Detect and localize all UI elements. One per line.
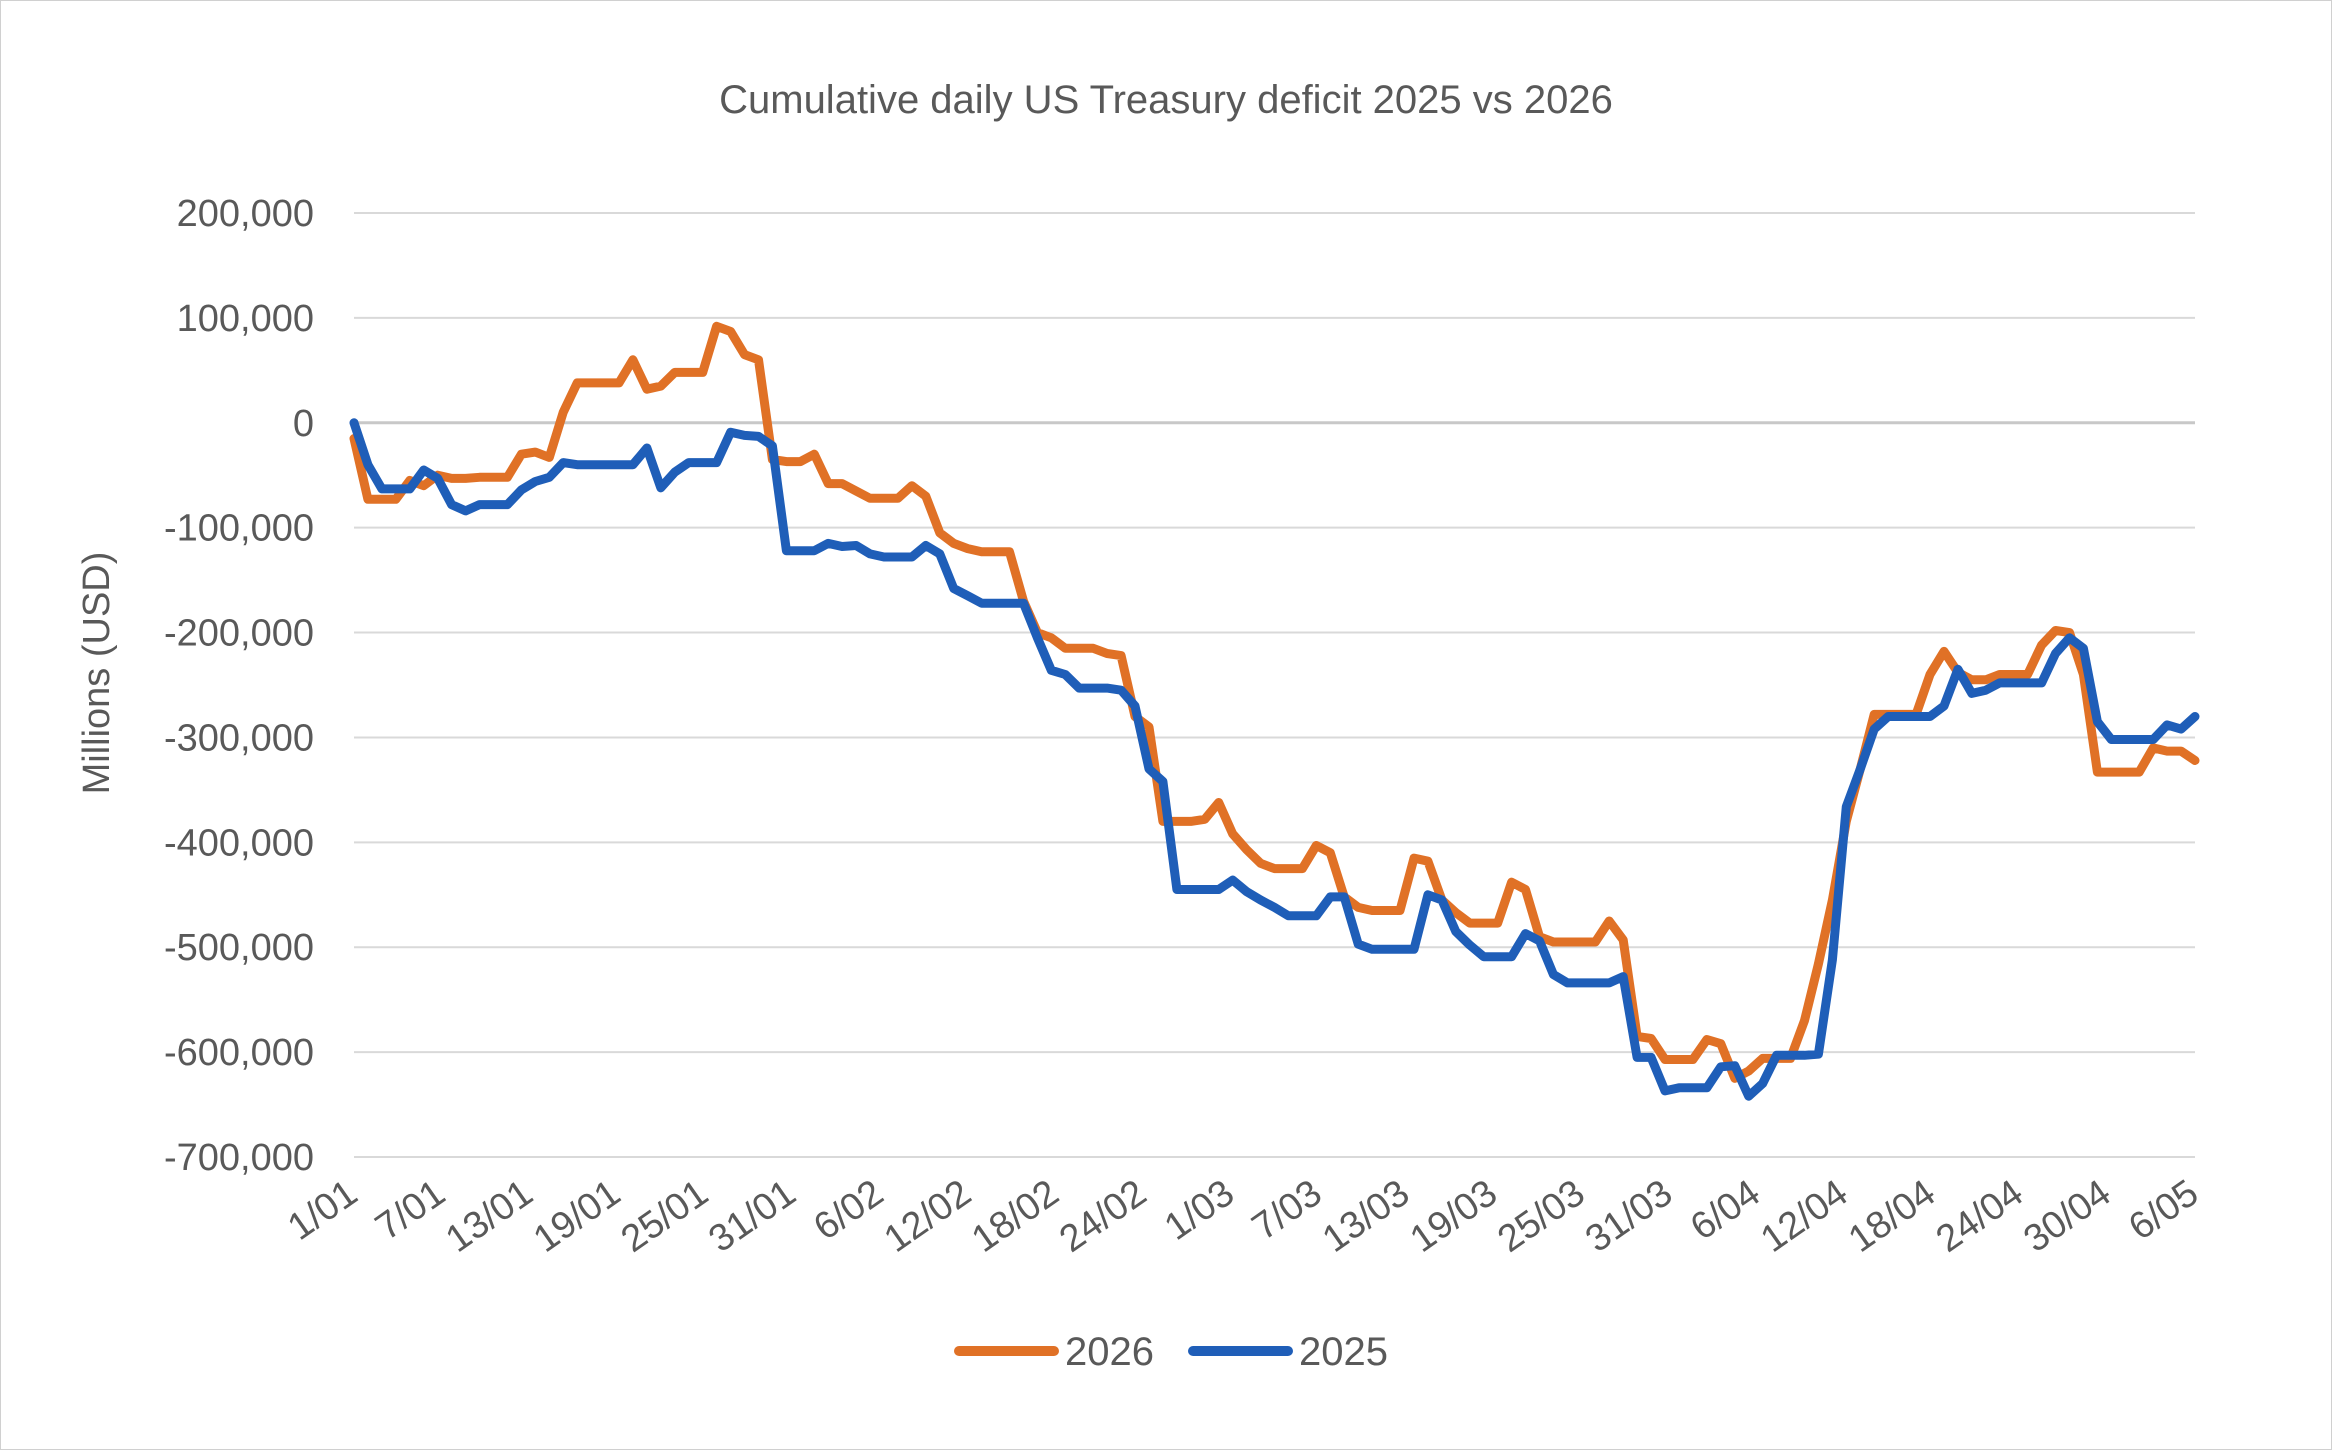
x-tick-label: 6/04 xyxy=(1683,1172,1768,1249)
y-tick-label: -600,000 xyxy=(164,1032,314,1074)
y-tick-label: -100,000 xyxy=(164,508,314,550)
x-tick-label: 31/03 xyxy=(1578,1172,1680,1261)
y-tick-label: -400,000 xyxy=(164,822,314,864)
y-tick-label: -300,000 xyxy=(164,717,314,759)
x-tick-label: 30/04 xyxy=(2017,1172,2119,1261)
y-tick-label: 200,000 xyxy=(177,193,314,235)
y-tick-label: 100,000 xyxy=(177,298,314,340)
y-axis-tick-labels: 200,000 100,000 0 -100,000 -200,000 -300,000 -… xyxy=(164,193,314,1179)
x-tick-label: 1/01 xyxy=(280,1172,365,1249)
x-tick-label: 6/05 xyxy=(2121,1172,2206,1249)
x-tick-label: 12/04 xyxy=(1754,1172,1856,1261)
series-lines xyxy=(349,321,2200,1101)
x-tick-label: 12/02 xyxy=(877,1172,979,1261)
x-tick-label: 24/02 xyxy=(1052,1172,1154,1261)
x-tick-label: 1/03 xyxy=(1157,1172,1242,1249)
legend: 2026 2025 xyxy=(954,1330,1388,1374)
x-tick-label: 19/01 xyxy=(526,1172,628,1261)
x-tick-label: 7/03 xyxy=(1245,1172,1330,1249)
x-tick-label: 19/03 xyxy=(1403,1172,1505,1261)
chart-title: Cumulative daily US Treasury deficit 202… xyxy=(719,78,1613,122)
x-tick-label: 6/02 xyxy=(806,1172,891,1249)
x-tick-label: 18/02 xyxy=(965,1172,1067,1261)
series-line-2026 xyxy=(349,321,2200,1083)
y-axis-label: Millions (USD) xyxy=(76,552,118,795)
gridlines xyxy=(354,212,2195,1158)
x-tick-label: 25/03 xyxy=(1491,1172,1593,1261)
x-tick-label: 18/04 xyxy=(1841,1172,1943,1261)
x-tick-label: 24/04 xyxy=(1929,1172,2031,1261)
x-tick-label: 13/01 xyxy=(439,1172,541,1261)
x-tick-label: 25/01 xyxy=(614,1172,716,1261)
series-line-2025 xyxy=(349,418,2200,1101)
x-tick-label: 13/03 xyxy=(1315,1172,1417,1261)
y-tick-label: 0 xyxy=(293,403,314,445)
x-tick-label: 31/01 xyxy=(702,1172,804,1261)
y-tick-label: -200,000 xyxy=(164,613,314,655)
y-tick-label: -700,000 xyxy=(164,1137,314,1179)
legend-label-2026: 2026 xyxy=(1065,1330,1154,1374)
y-tick-label: -500,000 xyxy=(164,927,314,969)
legend-label-2025: 2025 xyxy=(1299,1330,1388,1374)
x-tick-label: 7/01 xyxy=(368,1172,453,1249)
